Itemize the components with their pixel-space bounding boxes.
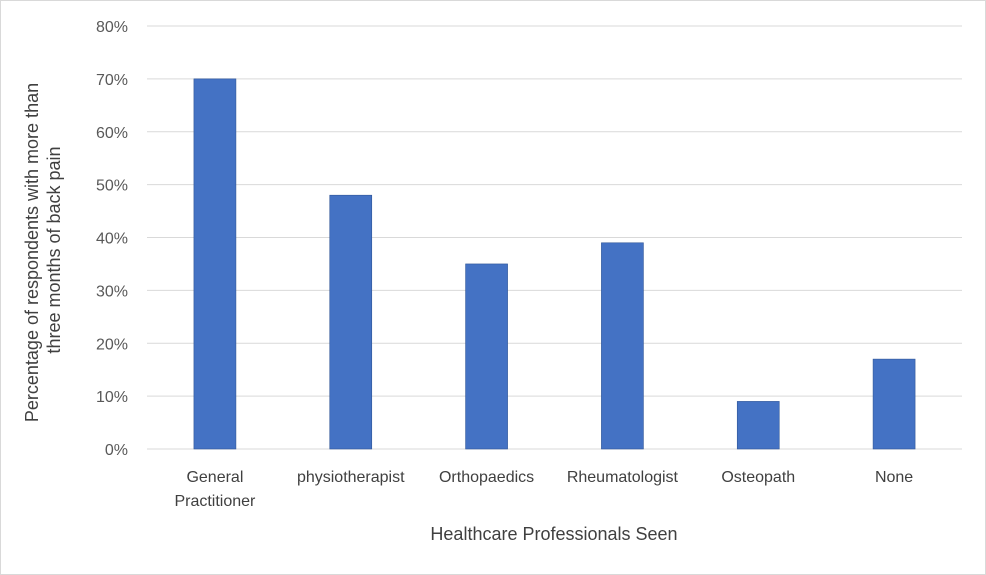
bar-0 [193, 78, 237, 450]
y-axis-title-line-2: three months of back pain [44, 146, 64, 353]
y-tick-label-0: 0% [105, 442, 128, 459]
bar-4 [736, 401, 780, 450]
y-tick-label-5: 50% [96, 178, 128, 195]
x-tick-label-5: None [875, 469, 913, 486]
x-tick-label-0-line-0: General [186, 469, 243, 486]
x-tick-label-3: Rheumatologist [567, 469, 679, 486]
y-tick-label-7: 70% [96, 72, 128, 89]
bar-2 [465, 263, 508, 450]
x-axis-title: Healthcare Professionals Seen [430, 524, 677, 544]
x-tick-label-2: Orthopaedics [439, 469, 534, 486]
gridlines [147, 25, 962, 450]
y-axis-title-line-1: Percentage of respondents with more than [22, 83, 42, 422]
x-tick-label-1-line-0: physiotherapist [297, 469, 405, 486]
y-tick-label-3: 30% [96, 283, 128, 300]
y-axis-ticks: 0% 10% 20% 30% 40% 50% 60% 70% 80% [96, 19, 128, 459]
bars [193, 78, 916, 450]
x-tick-label-1: physiotherapist [297, 469, 405, 486]
x-tick-label-0: General Practitioner [174, 469, 256, 510]
bar-5 [872, 358, 916, 450]
x-tick-label-4-line-0: Osteopath [721, 469, 795, 486]
y-tick-label-1: 10% [96, 389, 128, 406]
y-tick-label-6: 60% [96, 125, 128, 142]
y-tick-label-8: 80% [96, 19, 128, 36]
bar-3 [601, 242, 644, 450]
y-tick-label-2: 20% [96, 336, 128, 353]
x-axis-ticks: General Practitioner physiotherapist Orthop… [174, 469, 913, 510]
y-tick-label-4: 40% [96, 231, 128, 248]
x-tick-label-3-line-0: Rheumatologist [567, 469, 679, 486]
x-tick-label-5-line-0: None [875, 469, 913, 486]
x-tick-label-4: Osteopath [721, 469, 795, 486]
x-tick-label-0-line-1: Practitioner [174, 493, 256, 510]
bar-1 [329, 194, 373, 450]
y-axis-title: Percentage of respondents with more than… [22, 78, 64, 422]
x-tick-label-2-line-0: Orthopaedics [439, 469, 534, 486]
